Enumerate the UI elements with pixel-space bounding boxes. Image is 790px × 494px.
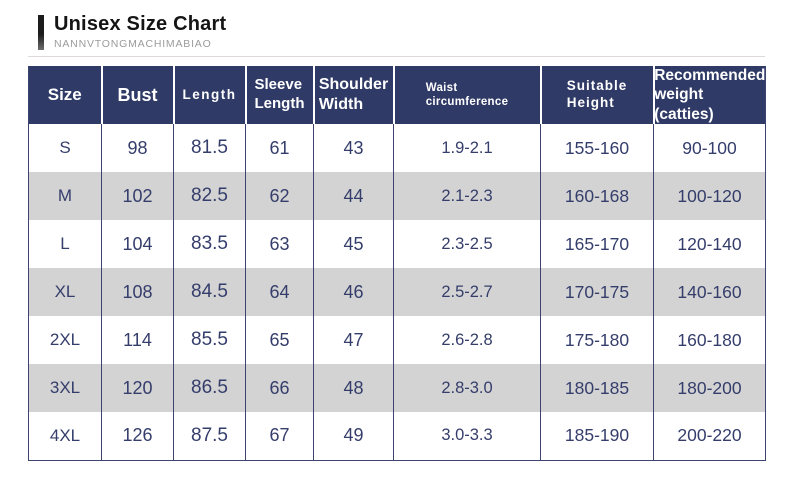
title-accent-bar: [38, 15, 44, 50]
table-cell: 62: [245, 172, 314, 221]
table-cell: 83.5: [173, 220, 246, 269]
column-header-suitable-height: Suitable Height: [540, 66, 655, 125]
table-cell: 65: [245, 316, 314, 365]
table-cell: 64: [245, 268, 314, 317]
table-row-4xl: 4XL 126 87.5 67 49 3.0-3.3 185-190 200-2…: [28, 412, 766, 461]
table-cell: 84.5: [173, 268, 246, 317]
table-cell: 102: [101, 172, 174, 221]
column-header-sleeve-length: Sleeve Length: [245, 66, 315, 125]
table-cell: 140-160: [677, 281, 742, 302]
table-row-l: L 104 83.5 63 45 2.3-2.5 165-170 120-140: [28, 220, 766, 269]
table-cell: 114: [101, 316, 174, 365]
table-cell: 85.5: [173, 316, 246, 365]
table-row-3xl: 3XL 120 86.5 66 48 2.8-3.0 180-185 180-2…: [28, 364, 766, 413]
table-cell: 170-175: [540, 268, 654, 317]
page-subtitle: NANNVTONGMACHIMABIAO: [54, 38, 212, 50]
table-cell: 3.0-3.3: [393, 412, 541, 461]
table-cell: 3XL: [28, 364, 102, 413]
table-cell: 120-140: [677, 233, 742, 254]
table-cell: 2.8-3.0: [393, 364, 541, 413]
column-header-size: Size: [28, 66, 103, 125]
table-row-s: S 98 81.5 61 43 1.9-2.1 155-160 90-100: [28, 124, 766, 173]
table-cell: 160-180: [677, 329, 742, 350]
table-cell: 104: [101, 220, 174, 269]
column-header-waist-circumference: Waist circumference: [393, 66, 542, 125]
table-cell: 2.6-2.8: [393, 316, 541, 365]
table-cell: 155-160: [540, 124, 654, 173]
table-cell: 100-120: [677, 185, 742, 206]
page-header: Unisex Size Chart NANNVTONGMACHIMABIAO: [38, 13, 226, 50]
table-cell: S: [28, 124, 102, 173]
table-cell: 2.1-2.3: [393, 172, 541, 221]
table-cell: 82.5: [173, 172, 246, 221]
table-cell: 175-180: [540, 316, 654, 365]
table-cell: 66: [245, 364, 314, 413]
table-cell: 2.5-2.7: [393, 268, 541, 317]
column-header-length: Length: [173, 66, 247, 125]
table-cell: 45: [313, 220, 394, 269]
table-cell: 200-220: [677, 425, 742, 446]
table-cell: 43: [313, 124, 394, 173]
table-cell: 108: [101, 268, 174, 317]
page-title: Unisex Size Chart: [54, 13, 227, 35]
table-cell: 2.3-2.5: [393, 220, 541, 269]
table-cell: 98: [101, 124, 174, 173]
table-cell: 67: [245, 412, 314, 461]
column-header-recommended-weight: Recommended weight (catties): [653, 66, 766, 125]
table-cell: M: [28, 172, 102, 221]
table-header-row: Size Bust Length Sleeve Length Shoulder Wi…: [28, 66, 766, 125]
table-cell: L: [28, 220, 102, 269]
table-cell: 4XL: [28, 412, 102, 461]
table-cell: 90-100: [682, 137, 737, 158]
table-row-xl: XL 108 84.5 64 46 2.5-2.7 170-175 140-16…: [28, 268, 766, 317]
table-cell: 61: [245, 124, 314, 173]
table-cell: 81.5: [173, 124, 246, 173]
table-cell: 48: [313, 364, 394, 413]
table-cell: 1.9-2.1: [393, 124, 541, 173]
table-row-2xl: 2XL 114 85.5 65 47 2.6-2.8 175-180 160-1…: [28, 316, 766, 365]
table-cell: 180-200: [677, 377, 742, 398]
table-cell: 126: [101, 412, 174, 461]
table-cell: 49: [313, 412, 394, 461]
table-cell: 44: [313, 172, 394, 221]
table-cell: 86.5: [173, 364, 246, 413]
column-header-shoulder-width: Shoulder Width: [313, 66, 395, 125]
table-cell: 47: [313, 316, 394, 365]
table-cell: 46: [313, 268, 394, 317]
table-cell: 87.5: [173, 412, 246, 461]
column-header-bust: Bust: [101, 66, 175, 125]
table-row-m: M 102 82.5 62 44 2.1-2.3 160-168 100-120: [28, 172, 766, 221]
size-chart-table-wrap: Size Bust Length Sleeve Length Shoulder Wi…: [28, 56, 766, 461]
table-cell: 120: [101, 364, 174, 413]
table-cell: XL: [28, 268, 102, 317]
size-chart-table: Size Bust Length Sleeve Length Shoulder Wi…: [28, 66, 766, 461]
table-cell: 180-185: [540, 364, 654, 413]
table-cell: 165-170: [540, 220, 654, 269]
table-cell: 2XL: [28, 316, 102, 365]
table-cell: 160-168: [540, 172, 654, 221]
table-cell: 185-190: [540, 412, 654, 461]
table-cell: 63: [245, 220, 314, 269]
